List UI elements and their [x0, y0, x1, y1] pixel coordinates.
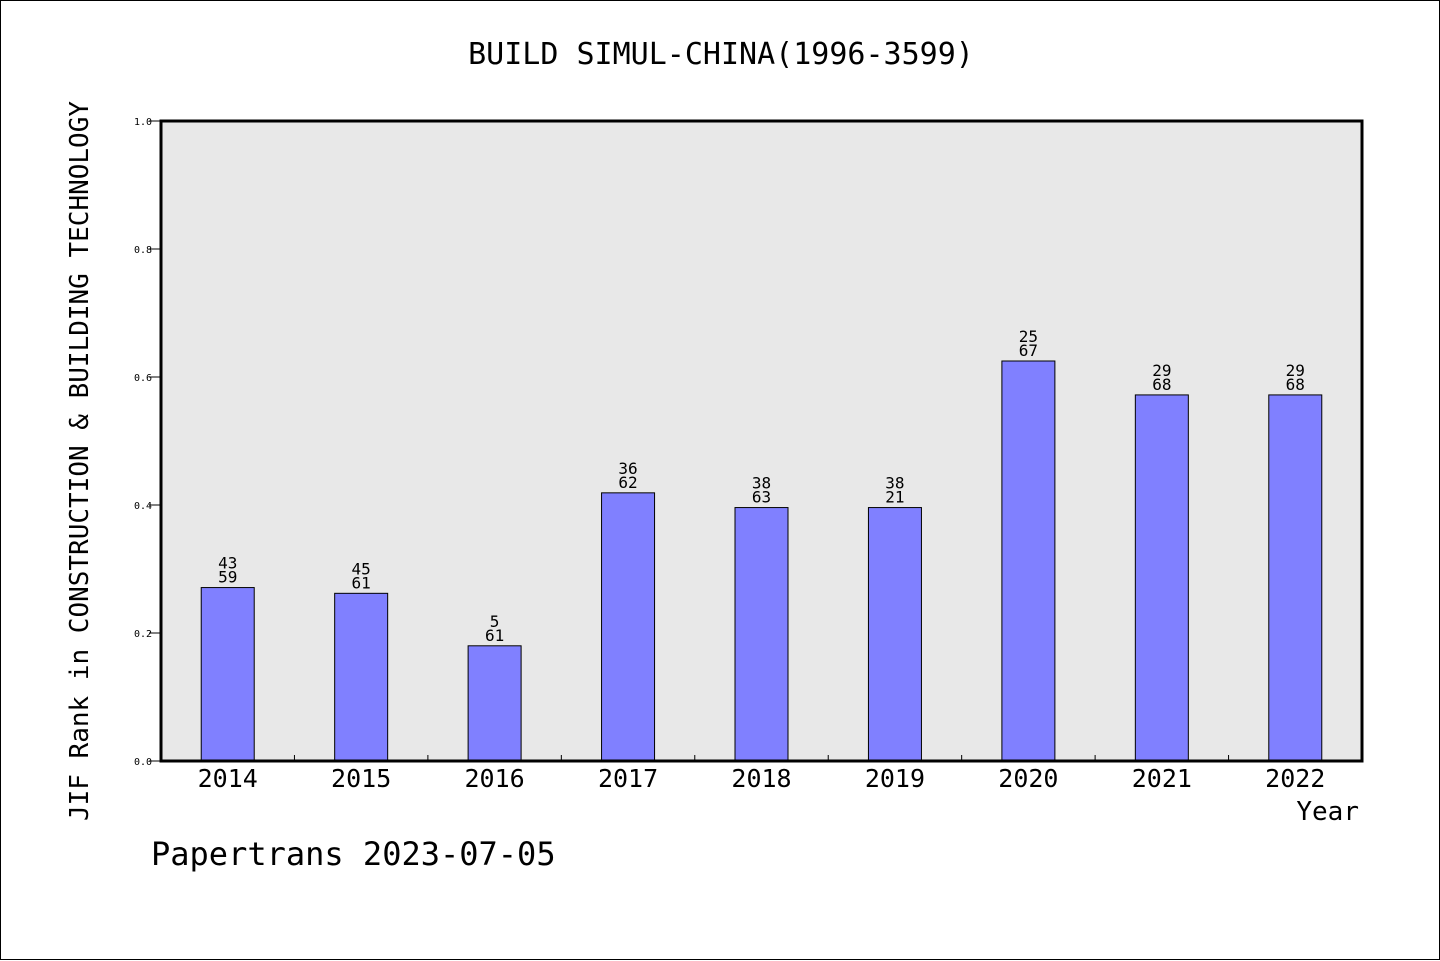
x-axis-label: Year: [1296, 797, 1359, 827]
x-tick-label: 2017: [598, 764, 658, 793]
bar: [334, 592, 389, 762]
y-tick-label: 0.2: [134, 629, 152, 640]
bar: [734, 507, 789, 762]
x-tick-label: 2016: [465, 764, 525, 793]
plot-border: [159, 119, 1364, 763]
bar-label-bottom: 63: [752, 488, 771, 507]
bar-label-top: 38: [885, 474, 904, 493]
bar-label-top: 25: [1019, 327, 1038, 346]
bar-label-top: 36: [618, 459, 637, 478]
bar-label-top: 29: [1152, 361, 1171, 380]
bar-label-bottom: 61: [352, 573, 371, 592]
bar-label-bottom: 68: [1286, 375, 1305, 394]
x-tick-label: 2018: [731, 764, 791, 793]
bar: [200, 587, 255, 762]
bar: [1001, 360, 1056, 762]
bar: [467, 645, 522, 762]
bar: [1134, 394, 1189, 762]
y-tick-label: 0.4: [134, 501, 152, 512]
y-tick-label: 1.0: [134, 117, 152, 128]
chart-title: BUILD SIMUL-CHINA(1996-3599): [468, 37, 974, 72]
bar-label-bottom: 21: [885, 488, 904, 507]
bar-label-top: 45: [352, 559, 371, 578]
x-tick-label: 2021: [1132, 764, 1192, 793]
bar-label-bottom: 67: [1019, 341, 1038, 360]
bar-label-top: 29: [1286, 361, 1305, 380]
footer-credit: Papertrans 2023-07-05: [151, 835, 556, 873]
x-tick-label: 2015: [331, 764, 391, 793]
bar: [1268, 394, 1323, 762]
bar-label-top: 38: [752, 474, 771, 493]
bar-label-bottom: 59: [218, 568, 237, 587]
bar: [867, 507, 922, 762]
bar: [601, 492, 656, 762]
y-axis: 0.0 0.2 0.4 0.6 0.8 1.0: [134, 117, 161, 768]
x-tick-label: 2014: [198, 764, 258, 793]
x-tick-label: 2019: [865, 764, 925, 793]
bar-label-top: 5: [490, 612, 500, 631]
bar-label-bottom: 61: [485, 626, 504, 645]
y-tick-label: 0.8: [134, 245, 152, 256]
y-tick-label: 0.0: [134, 757, 152, 768]
y-tick-label: 0.6: [134, 373, 152, 384]
bar-label-top: 43: [218, 554, 237, 573]
bar-label-bottom: 68: [1152, 375, 1171, 394]
x-tick-label: 2022: [1265, 764, 1325, 793]
bar-label-bottom: 62: [618, 473, 637, 492]
x-axis: 2014 2015 2016 2017 2018 2019 2020 2021 2022: [198, 755, 1325, 793]
x-tick-label: 2020: [998, 764, 1058, 793]
